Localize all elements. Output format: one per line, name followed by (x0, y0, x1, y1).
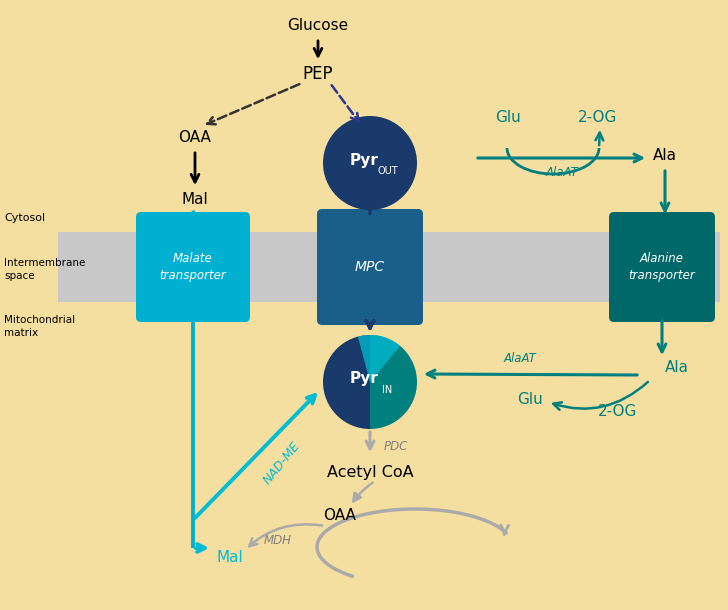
Wedge shape (370, 335, 417, 429)
FancyBboxPatch shape (609, 212, 715, 322)
Text: Mal: Mal (217, 550, 243, 565)
Text: Glu: Glu (517, 392, 543, 407)
Text: Glucose: Glucose (288, 18, 349, 33)
Text: 2-OG: 2-OG (578, 110, 617, 126)
Text: Cytosol: Cytosol (4, 213, 45, 223)
Text: PEP: PEP (303, 65, 333, 83)
Text: AlaAT: AlaAT (504, 351, 537, 365)
Text: Acetyl CoA: Acetyl CoA (327, 464, 414, 479)
Text: Alanine
transporter: Alanine transporter (628, 252, 695, 282)
Text: Glu: Glu (495, 110, 521, 126)
Text: OAA: OAA (178, 131, 211, 146)
Text: AlaAT: AlaAT (545, 165, 578, 179)
Text: Ala: Ala (653, 148, 677, 162)
Text: 2-OG: 2-OG (598, 404, 638, 420)
Text: Malate
transporter: Malate transporter (159, 252, 226, 282)
Wedge shape (358, 335, 400, 382)
Text: Mal: Mal (181, 193, 208, 207)
Text: PDC: PDC (384, 439, 408, 453)
Wedge shape (323, 335, 370, 429)
Text: OUT: OUT (378, 166, 398, 176)
Text: IN: IN (382, 385, 392, 395)
Text: Ala: Ala (665, 361, 689, 376)
FancyBboxPatch shape (136, 212, 250, 322)
Text: Mitochondrial
matrix: Mitochondrial matrix (4, 315, 75, 338)
Text: MPC: MPC (355, 260, 385, 274)
Text: MDH: MDH (264, 534, 292, 547)
FancyBboxPatch shape (317, 209, 423, 325)
Bar (58, 232, 720, 302)
Text: Pyr: Pyr (349, 371, 379, 387)
Text: OAA: OAA (323, 509, 357, 523)
Text: Intermembrane
space: Intermembrane space (4, 258, 85, 281)
Text: Pyr: Pyr (349, 152, 379, 168)
Text: NAD-ME: NAD-ME (261, 439, 303, 487)
Circle shape (323, 116, 417, 210)
